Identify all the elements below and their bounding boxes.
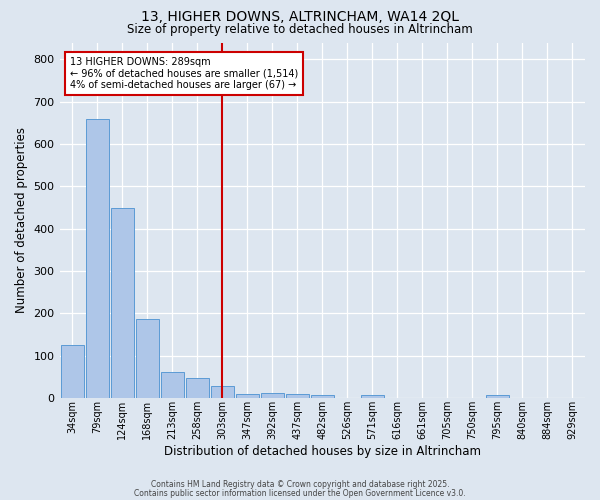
Bar (185, 378, 209, 398)
Bar (486, 395, 509, 398)
Bar (286, 394, 309, 398)
Text: 13 HIGHER DOWNS: 289sqm
← 96% of detached houses are smaller (1,514)
4% of semi-: 13 HIGHER DOWNS: 289sqm ← 96% of detache… (70, 56, 298, 90)
Bar (211, 386, 233, 398)
Text: Size of property relative to detached houses in Altrincham: Size of property relative to detached ho… (127, 22, 473, 36)
Text: Contains HM Land Registry data © Crown copyright and database right 2025.: Contains HM Land Registry data © Crown c… (151, 480, 449, 489)
X-axis label: Distribution of detached houses by size in Altrincham: Distribution of detached houses by size … (164, 444, 481, 458)
Bar (136, 318, 158, 398)
Bar (86, 118, 109, 398)
Y-axis label: Number of detached properties: Number of detached properties (15, 128, 28, 314)
Bar (161, 372, 184, 398)
Bar (261, 393, 284, 398)
Text: Contains public sector information licensed under the Open Government Licence v3: Contains public sector information licen… (134, 488, 466, 498)
Bar (236, 394, 259, 398)
Text: 13, HIGHER DOWNS, ALTRINCHAM, WA14 2QL: 13, HIGHER DOWNS, ALTRINCHAM, WA14 2QL (141, 10, 459, 24)
Bar (361, 395, 384, 398)
Bar (110, 208, 134, 398)
Bar (311, 395, 334, 398)
Bar (61, 346, 83, 398)
